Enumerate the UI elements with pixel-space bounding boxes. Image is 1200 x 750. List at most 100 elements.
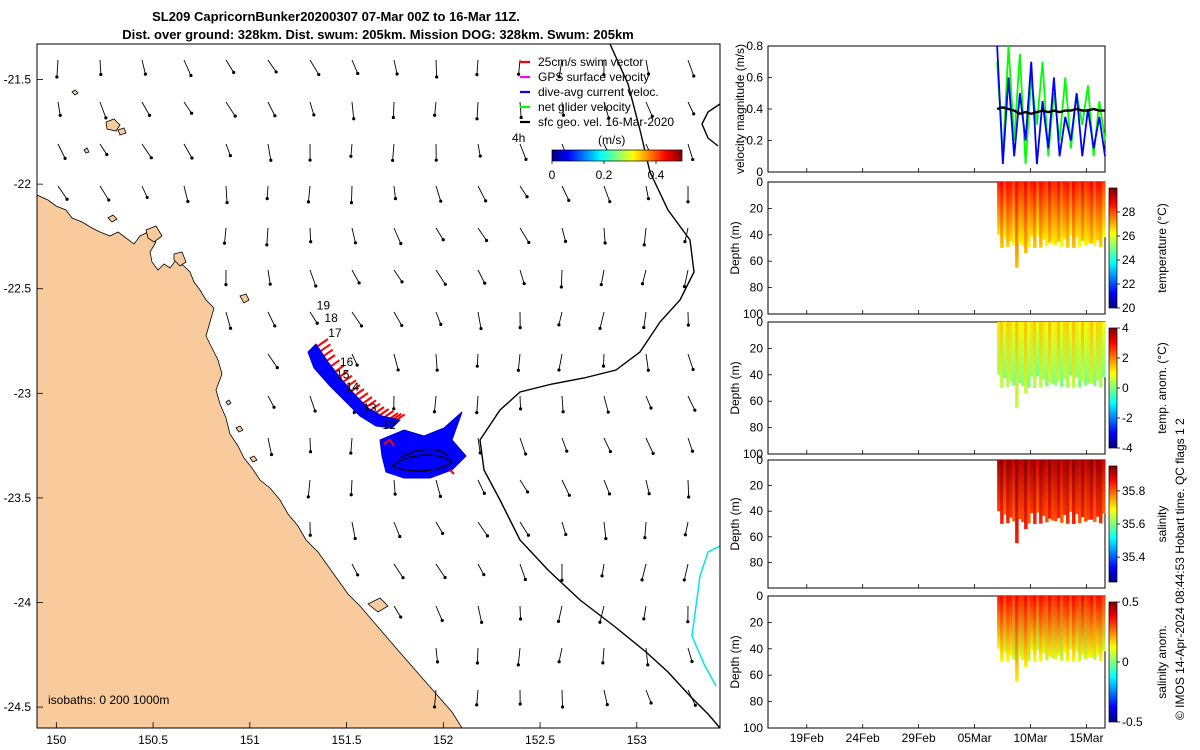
surface-velocity-arrowhead — [557, 323, 561, 327]
profile-column — [1009, 596, 1013, 656]
surface-velocity-arrow — [519, 479, 528, 493]
surface-velocity-arrow — [519, 269, 525, 284]
surface-velocity-arrowhead — [399, 241, 403, 246]
surface-velocity-arrow — [603, 395, 609, 413]
surface-velocity-arrowhead — [642, 243, 646, 247]
surface-velocity-arrow — [225, 185, 228, 203]
surface-velocity-arrowhead — [557, 660, 561, 664]
swim-vector — [369, 402, 381, 412]
profile-column — [1093, 460, 1097, 522]
surface-velocity-arrow — [141, 185, 148, 198]
surface-velocity-arrowhead — [484, 199, 488, 203]
surface-velocity-arrowhead — [313, 409, 317, 413]
profile-column — [1090, 460, 1094, 520]
profile-column — [1042, 322, 1046, 380]
colorbar-tick-label: 35.8 — [1122, 484, 1146, 498]
day-label: 12 — [382, 418, 396, 432]
surface-velocity-arrowhead — [432, 410, 437, 414]
panel-salinity_anom: 0 20 40 60 80 100 Depth (m) -0.5 0 0.5 salinity an… — [728, 589, 1169, 745]
day-label: 14 — [346, 380, 360, 394]
profile-column — [1078, 182, 1082, 248]
depth-tick-label: 40 — [750, 228, 764, 242]
surface-velocity-arrow — [517, 647, 521, 665]
profile-column — [1012, 322, 1016, 386]
surface-velocity-arrow — [267, 143, 272, 161]
glider-track — [307, 338, 467, 479]
map-y-tick-label: -24 — [14, 595, 32, 609]
depth-tick-label: 0 — [756, 589, 763, 603]
surface-velocity-arrowhead — [396, 368, 400, 372]
map-x-tick-label: 153 — [627, 733, 647, 747]
profile-column — [1099, 460, 1103, 524]
surface-velocity-arrow — [309, 311, 318, 324]
surface-velocity-arrow — [561, 437, 568, 452]
profile-column — [1006, 182, 1010, 248]
colorbar-tick-label: 0 — [1122, 381, 1129, 395]
surface-velocity-arrow — [599, 311, 605, 329]
profile-column — [1057, 596, 1061, 656]
profile-column — [1048, 596, 1052, 657]
surface-velocity-arrowhead — [104, 116, 108, 120]
surface-velocity-arrow — [687, 395, 696, 411]
surface-velocity-arrowhead — [567, 198, 571, 202]
map-x-tick-label: 150.5 — [138, 733, 168, 747]
surface-velocity-arrowhead — [265, 243, 269, 247]
surface-velocity-arrowhead — [607, 492, 612, 496]
surface-velocity-arrow — [393, 311, 403, 326]
swim-vector — [357, 392, 369, 401]
surface-velocity-arrowhead — [522, 281, 526, 286]
profile-column — [1078, 460, 1082, 524]
time-tick-label: 29Feb — [902, 731, 936, 745]
profile-column — [1030, 596, 1034, 651]
surface-velocity-arrow — [435, 563, 446, 578]
surface-velocity-arrowhead — [683, 533, 687, 537]
surface-velocity-arrowhead — [349, 201, 354, 205]
colorbar-tick-label: 35.4 — [1122, 550, 1146, 564]
surface-velocity-arrow — [600, 269, 605, 285]
surface-velocity-arrowhead — [691, 367, 695, 372]
surface-velocity-arrowhead — [642, 617, 646, 621]
surface-velocity-arrowhead — [683, 240, 687, 244]
surface-velocity-arrowhead — [145, 195, 149, 200]
legend-scale-label: 4h — [512, 131, 525, 145]
surface-velocity-arrow — [393, 521, 401, 537]
time-tick-label: 19Feb — [790, 731, 824, 745]
profile-column — [1084, 322, 1088, 386]
surface-velocity-arrow — [183, 143, 193, 159]
surface-velocity-arrowhead — [646, 663, 650, 667]
legend-label: GPS surface velocity — [538, 70, 649, 84]
surface-velocity-arrowhead — [516, 663, 520, 667]
surface-velocity-arrowhead — [479, 326, 483, 331]
depth-tick-label: 100 — [743, 447, 763, 461]
surface-velocity-arrow — [225, 59, 235, 73]
surface-velocity-arrow — [393, 563, 404, 578]
surface-velocity-arrowhead — [356, 573, 360, 577]
colorbar-label: salinity anom. — [1155, 625, 1169, 698]
surface-velocity-arrow — [183, 59, 192, 76]
surface-velocity-arrow — [601, 563, 605, 576]
profile-column — [1051, 460, 1055, 521]
isobath-1000m — [479, 44, 720, 728]
surface-velocity-arrowhead — [349, 154, 353, 158]
surface-velocity-arrowhead — [475, 73, 479, 77]
isobaths-label: isobaths: 0 200 1000m — [48, 693, 169, 707]
surface-velocity-arrow — [309, 395, 316, 412]
surface-velocity-arrowhead — [232, 70, 236, 74]
profile-column — [1066, 182, 1070, 248]
surface-velocity-arrow — [351, 311, 362, 327]
depth-tick-label: 80 — [750, 695, 764, 709]
surface-velocity-arrowhead — [306, 495, 310, 499]
surface-velocity-arrow — [645, 185, 649, 199]
profile-column — [1003, 460, 1007, 515]
surface-velocity-arrowhead — [65, 197, 69, 201]
surface-velocity-arrowhead — [599, 282, 603, 287]
surface-velocity-arrowhead — [475, 703, 479, 707]
surface-velocity-arrow — [519, 227, 530, 243]
surface-velocity-arrowhead — [598, 620, 602, 624]
surface-velocity-arrow — [684, 521, 689, 535]
map-y-tick-label: -21.5 — [4, 73, 32, 87]
profile-column — [1069, 596, 1073, 650]
profile-column — [1096, 596, 1100, 655]
profile-column — [1045, 460, 1049, 523]
profile-column — [1072, 322, 1076, 388]
